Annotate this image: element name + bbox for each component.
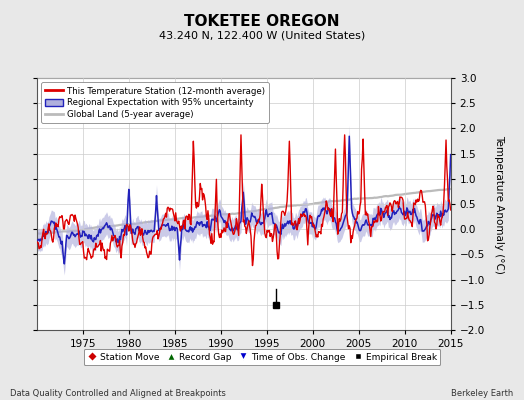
Y-axis label: Temperature Anomaly (°C): Temperature Anomaly (°C) <box>495 134 505 274</box>
Text: Berkeley Earth: Berkeley Earth <box>451 389 514 398</box>
Text: 43.240 N, 122.400 W (United States): 43.240 N, 122.400 W (United States) <box>159 30 365 40</box>
Text: TOKETEE OREGON: TOKETEE OREGON <box>184 14 340 29</box>
Legend: Station Move, Record Gap, Time of Obs. Change, Empirical Break: Station Move, Record Gap, Time of Obs. C… <box>83 349 441 365</box>
Text: Data Quality Controlled and Aligned at Breakpoints: Data Quality Controlled and Aligned at B… <box>10 389 226 398</box>
Legend: This Temperature Station (12-month average), Regional Expectation with 95% uncer: This Temperature Station (12-month avera… <box>41 82 269 123</box>
